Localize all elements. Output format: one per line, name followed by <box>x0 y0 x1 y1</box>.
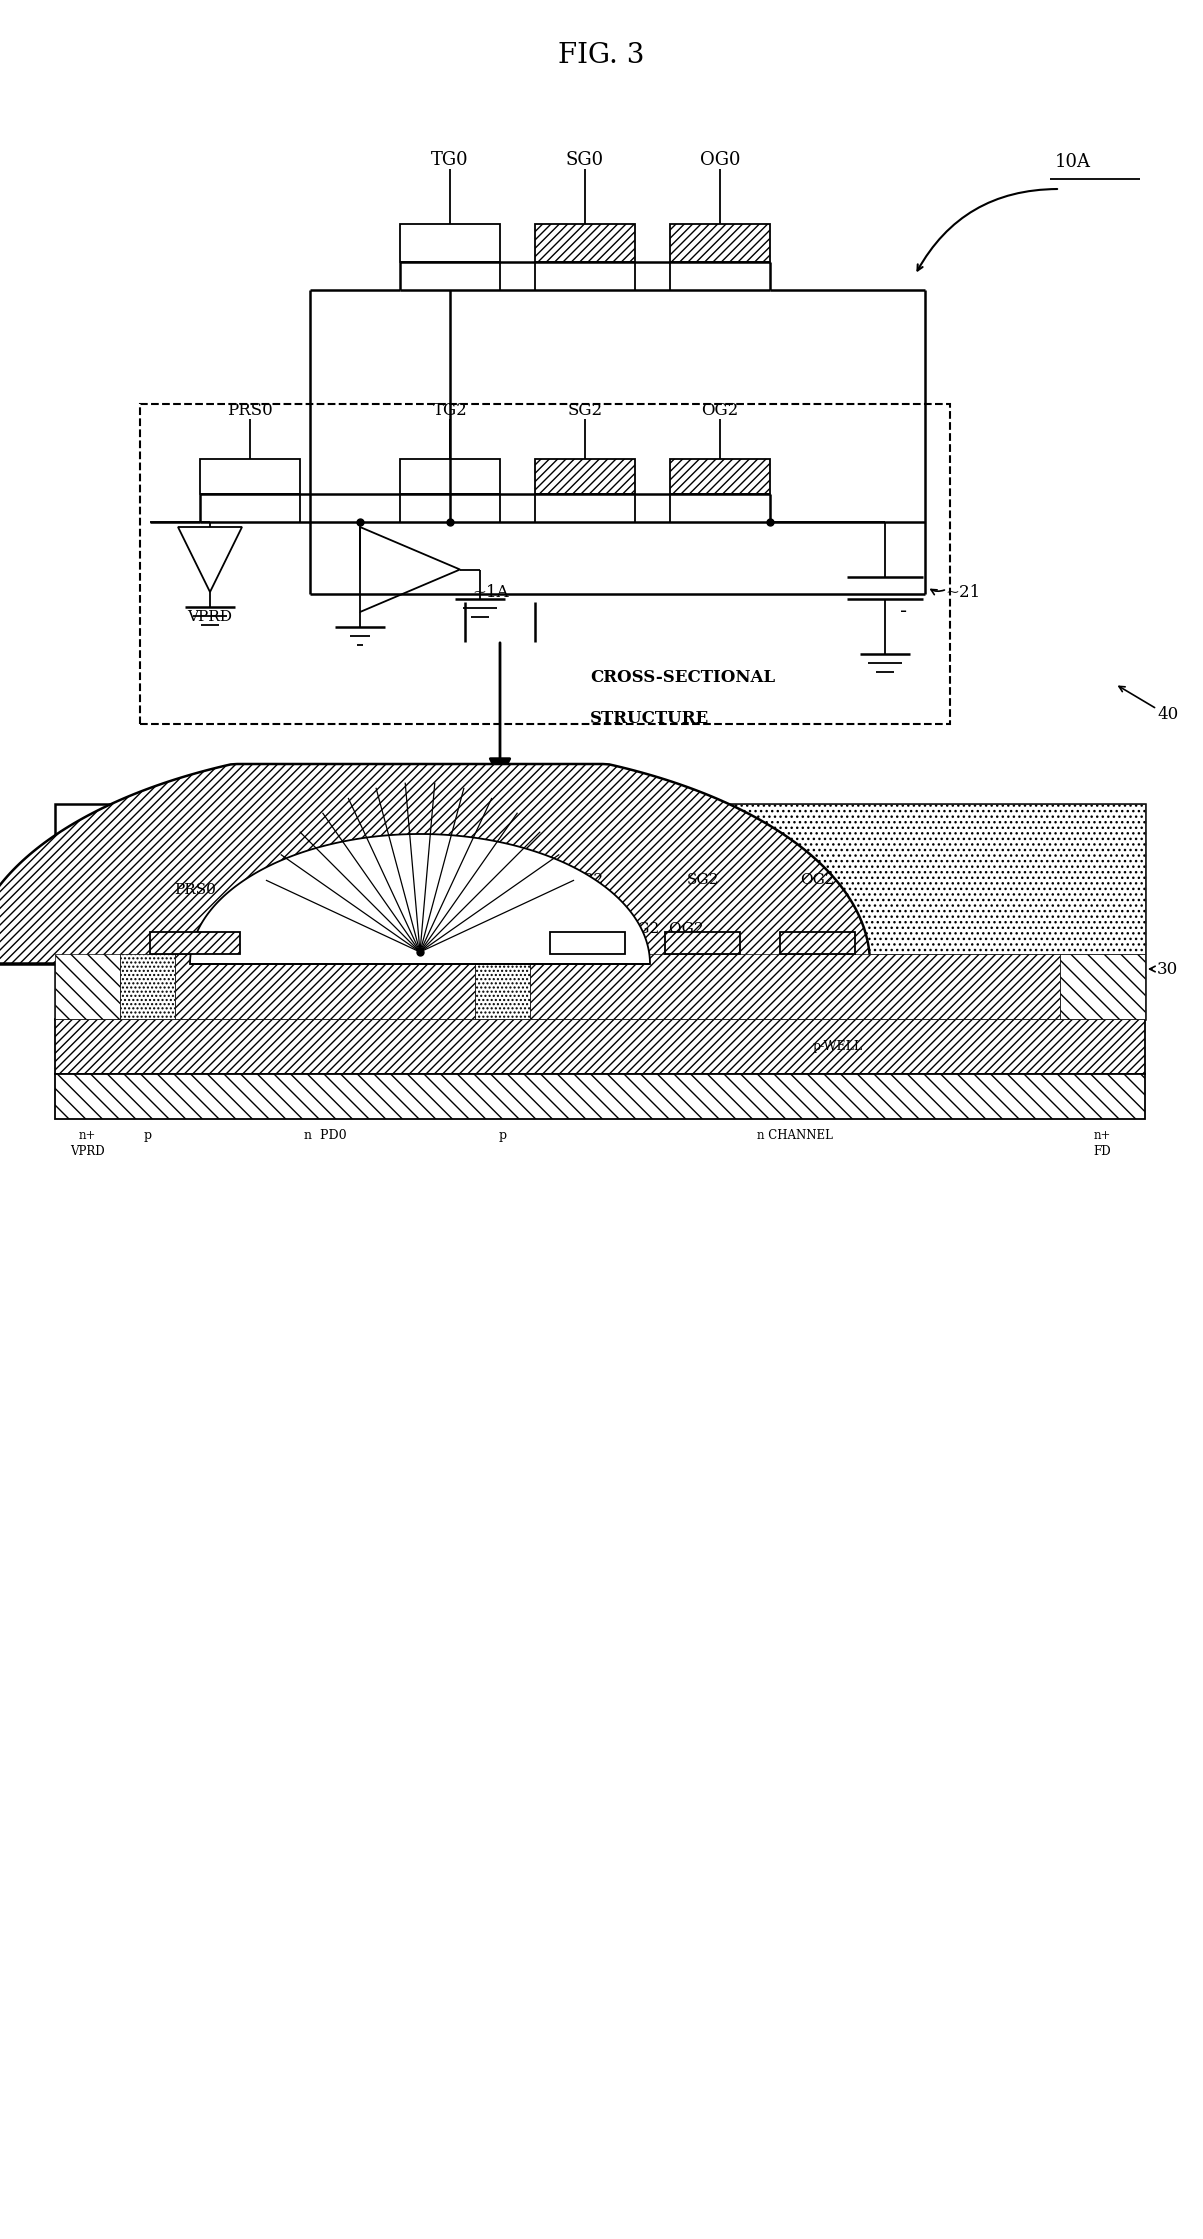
Text: ~21: ~21 <box>946 584 980 600</box>
Bar <box>401 224 500 262</box>
Text: -: - <box>900 602 907 620</box>
Text: p-WELL: p-WELL <box>812 1039 863 1052</box>
Text: FIG. 3: FIG. 3 <box>558 43 645 69</box>
Bar <box>535 224 635 262</box>
Polygon shape <box>0 763 870 965</box>
Text: PRS0: PRS0 <box>174 882 215 898</box>
Text: CROSS-SECTIONAL: CROSS-SECTIONAL <box>589 669 775 687</box>
Text: n CHANNEL: n CHANNEL <box>757 1128 832 1142</box>
Bar <box>670 224 770 262</box>
Bar <box>1060 954 1145 1019</box>
Text: PRS0: PRS0 <box>227 403 273 419</box>
Text: LP: LP <box>432 934 452 947</box>
Bar <box>174 954 475 1019</box>
Text: TG2  SG2  OG2: TG2 SG2 OG2 <box>585 922 704 936</box>
Text: ~1A: ~1A <box>472 584 509 600</box>
Bar <box>665 931 740 954</box>
Bar <box>670 459 770 495</box>
Bar <box>55 804 1145 1019</box>
Bar <box>55 1075 1145 1120</box>
Text: TG0: TG0 <box>431 150 469 168</box>
Polygon shape <box>190 833 650 965</box>
Text: OG0: OG0 <box>700 150 740 168</box>
Bar <box>150 931 241 954</box>
Text: n+
FD: n+ FD <box>1094 1128 1112 1158</box>
Bar <box>55 1019 1145 1075</box>
Bar <box>780 931 855 954</box>
Text: OG2: OG2 <box>701 403 739 419</box>
Text: SG0: SG0 <box>565 150 604 168</box>
Text: SG2: SG2 <box>568 403 603 419</box>
Text: TG2: TG2 <box>433 403 468 419</box>
Bar <box>475 954 531 1019</box>
Text: OG2: OG2 <box>800 873 835 887</box>
Text: n  PD0: n PD0 <box>303 1128 346 1142</box>
Bar <box>401 459 500 495</box>
Bar <box>535 459 635 495</box>
Text: 40: 40 <box>1157 705 1178 723</box>
Bar <box>140 403 950 723</box>
Bar <box>550 931 626 954</box>
Bar <box>420 804 1145 954</box>
Text: TG2: TG2 <box>571 873 604 887</box>
Text: p: p <box>143 1128 152 1142</box>
Bar <box>120 954 174 1019</box>
Text: n+
VPRD: n+ VPRD <box>70 1128 105 1158</box>
Bar <box>55 954 120 1019</box>
Text: 10A: 10A <box>1055 152 1091 170</box>
Text: VPRD: VPRD <box>188 609 232 625</box>
Text: 30: 30 <box>1157 961 1178 978</box>
Bar <box>200 459 300 495</box>
Text: SG2: SG2 <box>687 873 718 887</box>
Bar <box>531 954 1060 1019</box>
Text: p: p <box>498 1128 506 1142</box>
Text: STRUCTURE: STRUCTURE <box>589 710 710 725</box>
